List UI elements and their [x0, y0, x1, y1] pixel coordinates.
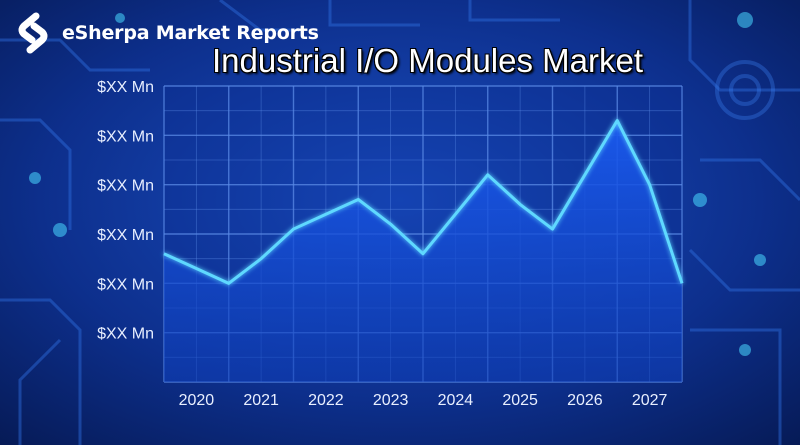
esherpa-logo-icon: [18, 12, 48, 54]
x-tick-label: 2023: [373, 392, 409, 409]
y-tick-label: $XX Mn: [97, 276, 154, 293]
x-axis-ticks: 2020 2021 2022 2023 2024 2025 2026 2027: [179, 392, 668, 409]
x-tick-label: 2026: [567, 392, 603, 409]
x-tick-label: 2020: [179, 392, 215, 409]
y-axis-ticks: $XX Mn $XX Mn $XX Mn $XX Mn $XX Mn $XX Mn: [97, 79, 154, 343]
series-line: [163, 119, 684, 285]
area-fill: [164, 120, 682, 383]
y-tick-label: $XX Mn: [97, 79, 154, 96]
y-tick-label: $XX Mn: [97, 326, 154, 343]
y-tick-label: $XX Mn: [97, 128, 154, 145]
brand-header: eSherpa Market Reports: [12, 12, 319, 54]
x-tick-label: 2022: [308, 392, 344, 409]
x-tick-label: 2025: [502, 392, 538, 409]
x-tick-label: 2024: [438, 392, 474, 409]
chart-title: Industrial I/O Modules Market: [212, 42, 643, 79]
brand-name: eSherpa Market Reports: [62, 22, 319, 44]
x-tick-label: 2027: [632, 392, 668, 409]
x-tick-label: 2021: [243, 392, 279, 409]
y-tick-label: $XX Mn: [97, 227, 154, 244]
y-tick-label: $XX Mn: [97, 178, 154, 195]
